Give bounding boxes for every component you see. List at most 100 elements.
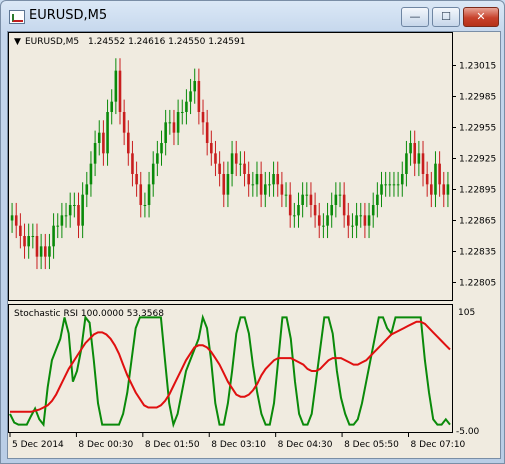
candle-body [143,205,147,206]
candle-body [442,184,446,195]
candle-body [160,143,163,154]
candle-body [396,184,400,186]
candle-body [164,122,167,143]
candle-body [263,184,267,195]
candle-body [48,246,51,257]
candle-body [446,184,450,195]
candle-body [280,184,284,195]
candle-body [151,163,155,185]
candle-body [106,112,109,154]
price-tick-label: 1.22955 [459,124,496,134]
chart-area[interactable]: 1.23015 1.22985 1.22955 1.22925 1.22895 1.228… [7,31,501,459]
candle-body [77,205,80,226]
candle-body [172,122,176,133]
candle-body [255,174,259,185]
candle-body [243,163,246,174]
candle-body [176,112,180,133]
candle-body [147,184,151,205]
time-tick-label: 8 Dec 05:50 [344,440,399,450]
candle-body [102,132,105,154]
candle-body [218,163,221,174]
chart-symbol-label: EURUSD,M5 [25,37,79,47]
candle-body [334,194,338,205]
candle-body [168,122,172,124]
stoch-d-line [10,320,451,413]
candle-body [56,225,60,227]
collapse-arrow-icon[interactable]: ▼ [14,37,21,47]
candle-body [14,215,18,226]
chart-svg[interactable]: 1.23015 1.22985 1.22955 1.22925 1.22895 1.228… [8,32,500,458]
window-title: EURUSD,M5 [29,8,108,23]
candle-body [81,194,84,226]
candle-body [64,215,68,217]
candle-body [180,112,184,113]
candle-body [371,205,375,216]
candles-group [10,58,450,270]
candle-body [317,215,321,226]
candle-body [93,143,97,164]
candle-body [338,194,342,196]
candle-body [438,163,441,185]
candle-body [405,153,408,174]
time-tick-label: 8 Dec 01:50 [145,440,200,450]
price-tick-label: 1.22835 [459,248,496,258]
price-tick-label: 1.22985 [459,93,496,103]
stochastic-scale-top: 105 [458,308,475,318]
candle-body [367,215,371,226]
title-bar[interactable]: EURUSD,M5 — ☐ ✕ [1,1,504,31]
candle-body [234,153,238,164]
candle-body [347,215,350,226]
candle-body [35,236,39,257]
candle-body [97,132,101,143]
candle-body [268,184,271,186]
candle-body [392,184,396,186]
candle-body [284,194,288,196]
candle-body [276,174,280,185]
candle-body [31,236,35,237]
price-tick-label: 1.22925 [459,155,496,165]
price-tick-label: 1.22805 [459,279,496,289]
candle-body [421,153,425,174]
candle-body [359,215,363,217]
maximize-button[interactable]: ☐ [432,7,460,27]
candle-body [127,132,130,154]
candle-body [326,215,329,226]
close-button[interactable]: ✕ [463,7,499,27]
price-tick-label: 1.22865 [459,217,496,227]
candle-body [342,194,346,216]
candle-body [85,184,89,195]
candle-body [251,184,255,186]
candle-body [351,225,354,227]
candle-body [89,163,93,185]
time-tick-label: 8 Dec 00:30 [78,440,133,450]
candle-body [156,153,159,164]
chart-icon [9,10,25,24]
candle-body [52,225,55,247]
candle-body [288,194,292,216]
candle-body [230,153,234,174]
minimize-button[interactable]: — [401,7,429,27]
candle-body [417,153,421,164]
time-axis: 5 Dec 2014 8 Dec 00:30 8 Dec 01:50 8 Dec 03… [9,432,466,450]
candle-body [185,101,188,112]
candle-body [301,194,304,205]
candle-body [118,70,122,112]
candle-body [222,174,226,195]
ohlc-values: 1.24552 1.24616 1.24550 1.24591 [88,37,245,47]
candle-body [413,143,417,164]
candle-body [363,215,367,226]
candle-body [139,184,143,205]
candle-body [376,194,379,205]
candle-body [293,215,296,217]
candle-body [197,81,201,112]
candle-body [226,174,230,195]
candle-body [193,81,197,92]
time-tick-label: 8 Dec 07:10 [410,440,465,450]
candle-body [189,91,192,102]
candle-body [434,163,437,195]
candle-body [384,184,387,186]
candle-body [19,225,22,236]
candle-body [73,205,76,206]
candle-body [23,236,26,247]
candle-body [201,112,205,123]
